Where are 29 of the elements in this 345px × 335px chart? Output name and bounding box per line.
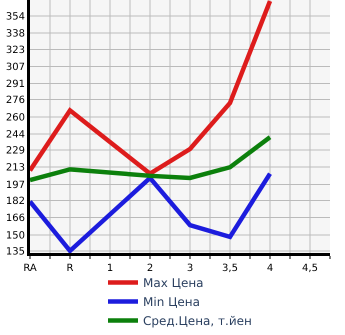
x-tick-label: 4 [266, 263, 274, 274]
y-tick-label: 307 [6, 62, 25, 73]
y-tick-label: 182 [6, 196, 25, 207]
y-tick-label: 354 [6, 12, 25, 23]
y-tick-label: 291 [6, 79, 25, 90]
y-tick-label: 244 [6, 130, 25, 140]
line-series [30, 134, 272, 182]
x-tick-label: R [66, 263, 74, 274]
line-series [30, 171, 272, 253]
x-tick-label: 2 [146, 263, 154, 274]
y-tick-label: 150 [6, 230, 25, 242]
x-tick-label: 3 [186, 263, 194, 274]
y-tick-label: 260 [6, 112, 25, 124]
y-tick-label: 338 [6, 28, 25, 40]
y-tick-label: 166 [6, 213, 25, 224]
y-tick-label: 276 [6, 95, 25, 106]
x-tick-label: 1 [106, 263, 114, 274]
y-tick-label: 213 [6, 162, 25, 174]
y-tick-label: 229 [6, 146, 25, 157]
x-tick-label: 4,5 [302, 263, 318, 274]
x-tick-label: RA [23, 263, 37, 274]
legend-label: Min Цена [143, 295, 200, 310]
legend-label: Сред.Цена, т.йен [143, 314, 252, 328]
x-tick-label: 3,5 [222, 263, 238, 274]
y-tick-label: 323 [6, 44, 25, 56]
y-tick-label: 197 [6, 180, 25, 191]
line-series [30, 0, 272, 176]
y-tick-label: 135 [6, 246, 25, 258]
legend-label: Max Цена [143, 276, 204, 290]
